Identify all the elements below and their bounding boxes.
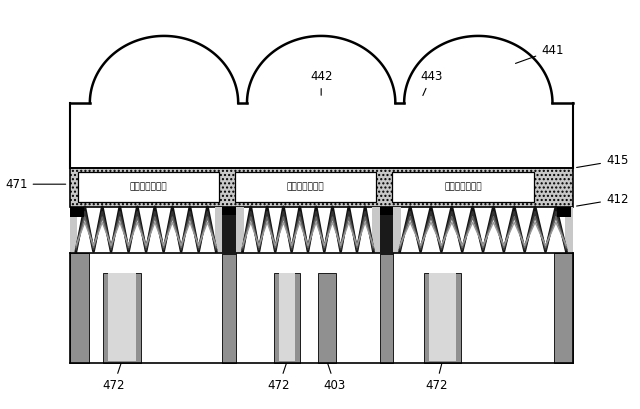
Bar xyxy=(70,253,88,363)
Bar xyxy=(279,273,296,361)
Text: 412: 412 xyxy=(577,193,628,206)
Text: 442: 442 xyxy=(310,70,332,95)
Bar xyxy=(380,253,394,363)
Text: 472: 472 xyxy=(268,364,291,392)
Bar xyxy=(554,253,573,363)
Bar xyxy=(392,173,534,202)
Bar xyxy=(70,207,223,253)
Bar xyxy=(223,253,236,363)
Bar xyxy=(236,207,244,253)
Text: 472: 472 xyxy=(102,364,125,392)
Bar xyxy=(223,207,236,255)
Bar xyxy=(394,207,573,253)
Bar xyxy=(215,207,223,253)
Bar xyxy=(372,207,380,253)
Bar xyxy=(429,273,456,361)
Text: 441: 441 xyxy=(515,44,564,63)
Text: 415: 415 xyxy=(577,154,628,167)
Text: カラーフィルタ: カラーフィルタ xyxy=(444,183,482,192)
Bar xyxy=(103,273,141,363)
Text: 443: 443 xyxy=(420,70,442,96)
Text: 472: 472 xyxy=(425,364,447,392)
Text: カラーフィルタ: カラーフィルタ xyxy=(287,183,324,192)
Bar xyxy=(236,207,380,253)
Bar xyxy=(235,173,376,202)
Bar xyxy=(70,168,573,207)
Bar xyxy=(380,207,394,216)
Bar xyxy=(394,207,401,253)
Bar xyxy=(557,207,571,217)
Bar xyxy=(78,173,220,202)
Bar xyxy=(70,253,573,363)
Bar xyxy=(380,207,394,255)
Bar xyxy=(70,207,77,253)
Text: 403: 403 xyxy=(324,364,346,392)
Bar xyxy=(274,273,300,363)
Bar xyxy=(223,207,236,216)
Bar xyxy=(70,168,573,363)
Text: カラーフィルタ: カラーフィルタ xyxy=(130,183,168,192)
Bar xyxy=(108,273,136,361)
Bar xyxy=(70,207,84,217)
Bar xyxy=(318,273,335,363)
Bar xyxy=(565,207,573,253)
Text: 471: 471 xyxy=(5,178,66,191)
Bar xyxy=(424,273,461,363)
